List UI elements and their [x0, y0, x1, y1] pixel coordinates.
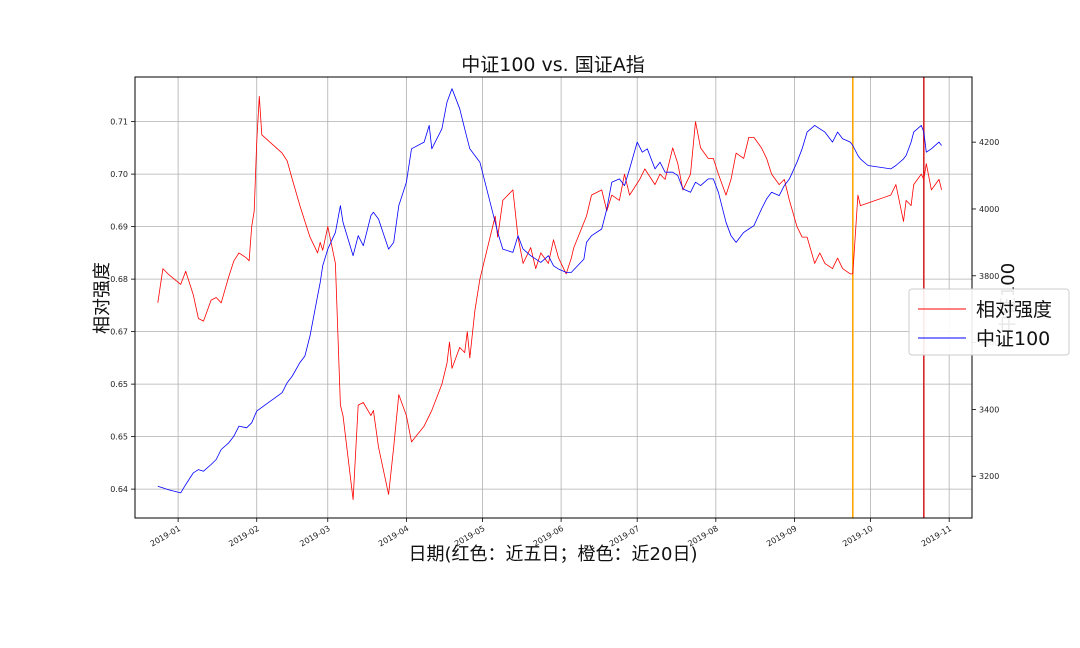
left-y-tick-label: 0.65	[110, 433, 128, 442]
x-tick-label: 2019-11	[920, 524, 953, 549]
x-tick-label: 2019-01	[149, 524, 182, 549]
legend-label-csi100: 中证100	[976, 328, 1050, 350]
left-y-tick-label: 0.70	[110, 170, 128, 179]
right-y-tick-label: 3200	[979, 472, 999, 481]
chart-title: 中证100 vs. 国证A指	[461, 54, 645, 76]
right-y-tick-label: 4200	[979, 138, 999, 147]
right-y-tick-label: 3400	[979, 405, 999, 414]
x-axis-label: 日期(红色：近五日；橙色：近20日)	[409, 544, 698, 565]
x-tick-label: 2019-03	[298, 524, 331, 549]
left-y-axis-label: 相对强度	[92, 262, 113, 334]
left-y-tick-label: 0.67	[110, 328, 128, 337]
right-y-tick-label: 3800	[979, 272, 999, 281]
series-line-csi100	[157, 88, 942, 494]
x-tick-label: 2019-09	[765, 524, 798, 549]
legend: 相对强度 中证100	[908, 288, 1070, 356]
series-lines	[157, 88, 942, 501]
left-y-tick-label: 0.69	[110, 223, 128, 232]
x-tick-label: 2019-10	[841, 524, 874, 549]
x-tick-label: 2019-02	[227, 524, 260, 549]
grid	[135, 77, 972, 518]
right-y-tick-label: 4000	[979, 205, 999, 214]
legend-label-relative-strength: 相对强度	[976, 299, 1052, 321]
series-line-relative-strength	[157, 96, 942, 501]
left-y-tick-label: 0.64	[110, 485, 128, 494]
x-tick-label: 2019-04	[377, 524, 410, 549]
plot-frame	[134, 76, 973, 519]
left-y-axis: 0.64 0.65 0.65 0.67 0.68 0.69 0.70 0.71	[110, 118, 135, 494]
left-y-tick-label: 0.68	[110, 275, 128, 284]
left-y-tick-label: 0.71	[110, 118, 128, 127]
left-y-tick-label: 0.65	[110, 380, 128, 389]
